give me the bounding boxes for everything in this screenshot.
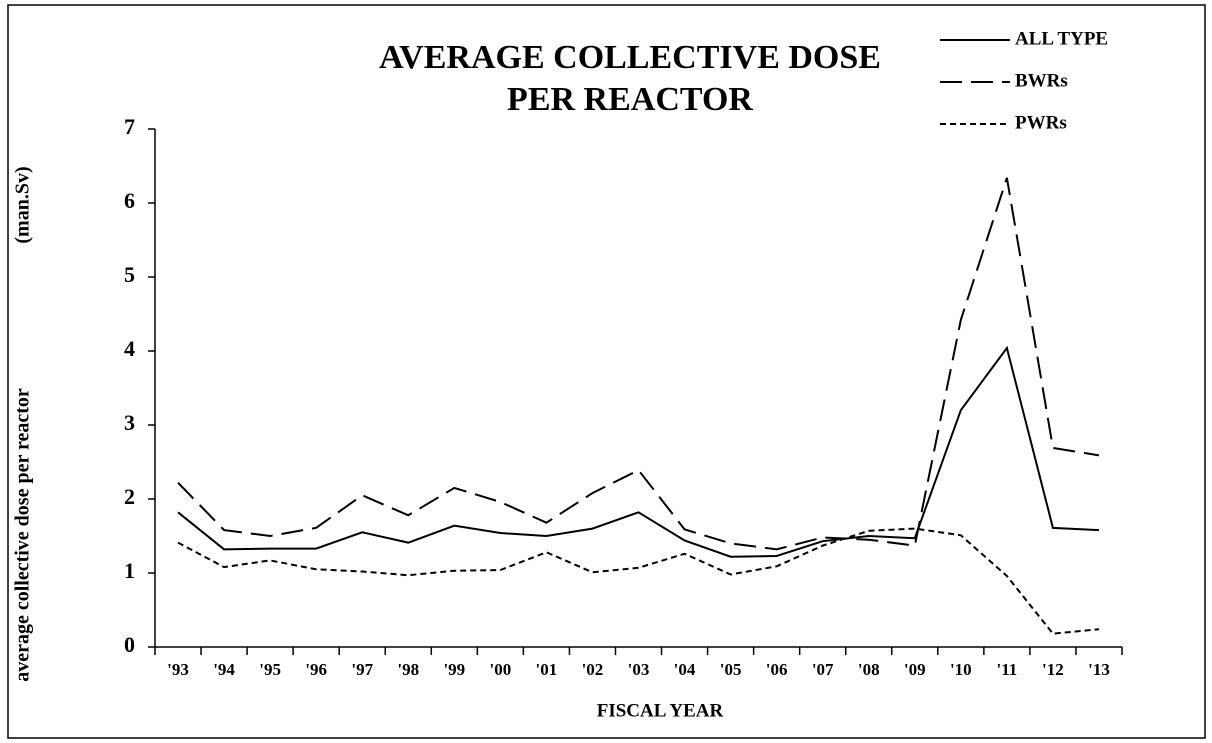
legend-label: PWRs bbox=[1015, 112, 1067, 133]
x-tick-label: '95 bbox=[259, 660, 281, 679]
x-tick-label: '01 bbox=[536, 660, 558, 679]
y-tick-label: 3 bbox=[124, 410, 135, 435]
y-tick-label: 1 bbox=[124, 558, 135, 583]
chart-title: AVERAGE COLLECTIVE DOSE bbox=[379, 39, 881, 76]
x-tick-label: '98 bbox=[397, 660, 419, 679]
x-axis-label: FISCAL YEAR bbox=[597, 700, 724, 721]
legend-label: ALL TYPE bbox=[1015, 28, 1108, 49]
x-tick-label: '10 bbox=[950, 660, 972, 679]
y-axis-label: average collective dose per reactor bbox=[12, 388, 34, 682]
x-tick-label: '00 bbox=[489, 660, 511, 679]
x-tick-label: '09 bbox=[904, 660, 926, 679]
x-tick-label: '93 bbox=[167, 660, 189, 679]
y-tick-label: 6 bbox=[124, 188, 135, 213]
x-tick-label: '99 bbox=[443, 660, 465, 679]
y-tick-label: 0 bbox=[124, 632, 135, 657]
x-tick-label: '08 bbox=[858, 660, 880, 679]
y-axis-unit: (man.Sv) bbox=[12, 166, 34, 243]
x-tick-label: '07 bbox=[812, 660, 834, 679]
series-line bbox=[177, 177, 1100, 551]
series-line bbox=[177, 527, 1100, 635]
x-tick-label: '02 bbox=[582, 660, 604, 679]
x-tick-label: '06 bbox=[766, 660, 788, 679]
legend-label: BWRs bbox=[1015, 70, 1068, 91]
y-tick-label: 5 bbox=[124, 262, 135, 287]
y-tick-label: 7 bbox=[124, 114, 135, 139]
series-line bbox=[177, 345, 1100, 558]
chart-title: PER REACTOR bbox=[507, 81, 753, 118]
x-tick-label: '03 bbox=[628, 660, 650, 679]
x-tick-label: '13 bbox=[1088, 660, 1110, 679]
chart-border bbox=[7, 4, 1206, 739]
x-tick-label: '05 bbox=[720, 660, 742, 679]
x-tick-label: '11 bbox=[996, 660, 1017, 679]
x-tick-label: '04 bbox=[674, 660, 696, 679]
x-tick-label: '97 bbox=[351, 660, 373, 679]
x-tick-label: '96 bbox=[305, 660, 327, 679]
x-tick-label: '12 bbox=[1042, 660, 1064, 679]
x-tick-label: '94 bbox=[213, 660, 235, 679]
y-tick-label: 2 bbox=[124, 484, 135, 509]
y-tick-label: 4 bbox=[124, 336, 135, 361]
